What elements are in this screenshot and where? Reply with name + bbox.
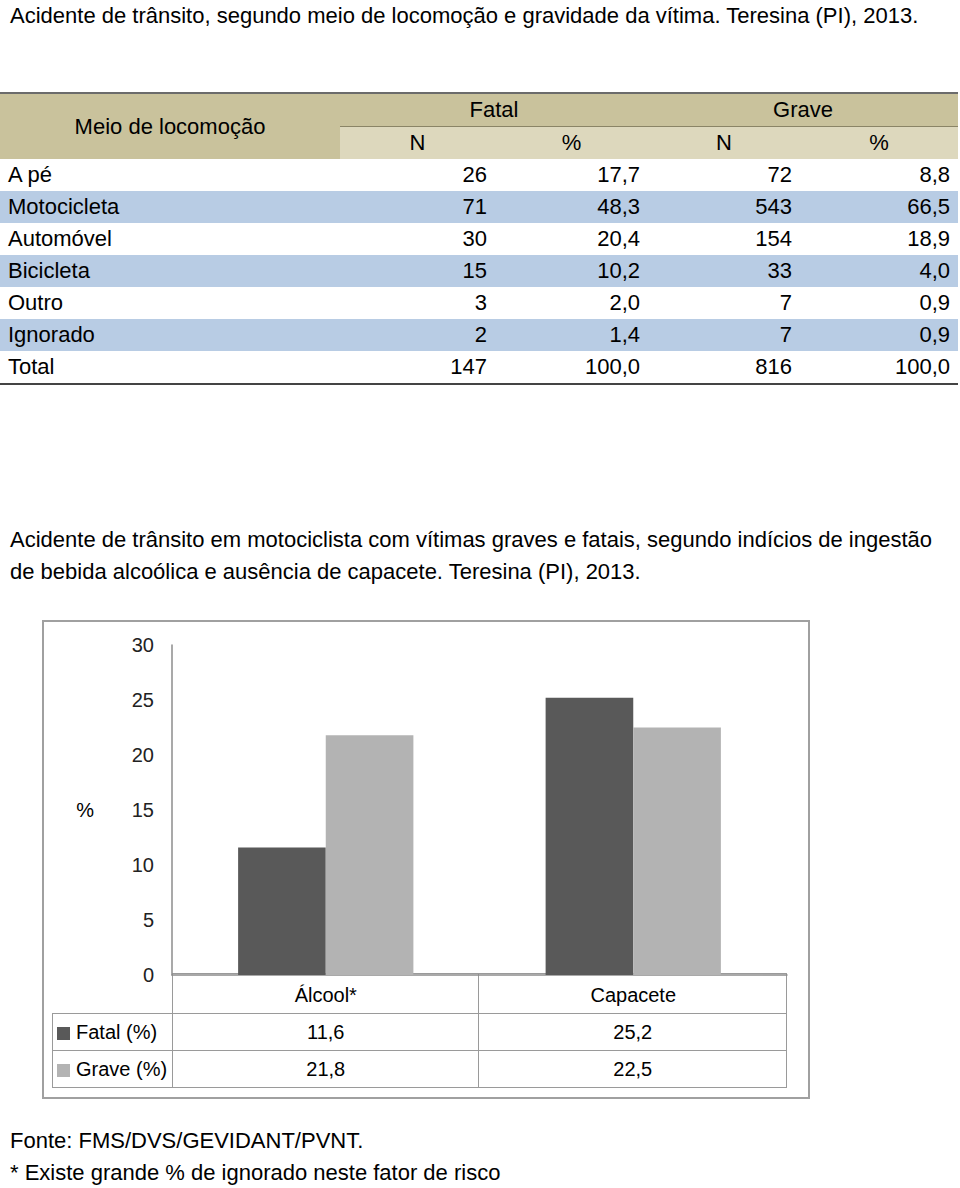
html-text:18,9: 18,9 (907, 226, 950, 251)
html-text:11,6: 11,6 (307, 1020, 345, 1043)
html-text:66,5: 66,5 (907, 194, 950, 219)
svg-text:25: 25 (132, 689, 154, 711)
svg-text:5: 5 (143, 909, 154, 931)
svg-text:%: % (76, 799, 94, 821)
html-text:0,9: 0,9 (919, 322, 950, 347)
html-text:7: 7 (779, 290, 792, 315)
html-text:Motocicleta: Motocicleta (8, 194, 120, 219)
html-text:17,7: 17,7 (597, 162, 640, 187)
html-text:72: 72 (767, 162, 792, 187)
svg-text:Capacete: Capacete (590, 984, 676, 1006)
html-text:543: 543 (755, 194, 792, 219)
svg-text:15: 15 (132, 799, 154, 821)
html-text:A pé: A pé (8, 162, 52, 187)
html-text:100,0: 100,0 (894, 354, 950, 379)
html-text:15: 15 (462, 258, 487, 283)
html-text:N: N (716, 130, 732, 155)
html-text:Total: Total (8, 354, 55, 379)
html-text:Acidente de trânsito em motoci: Acidente de trânsito em motociclista com… (10, 527, 932, 584)
html-text:Grave: Grave (773, 97, 833, 122)
html-text:100,0: 100,0 (584, 354, 640, 379)
svg-text:0: 0 (143, 964, 154, 986)
html-text:10,2: 10,2 (597, 258, 640, 283)
html-text:Meio de locomoção: Meio de locomoção (74, 113, 266, 139)
html-text:21,8: 21,8 (306, 1057, 346, 1080)
html-text:Fatal: Fatal (469, 97, 519, 122)
html-text:33: 33 (767, 258, 792, 283)
html-text:Ignorado: Ignorado (8, 322, 95, 347)
html-text:30: 30 (462, 226, 487, 251)
html-text:8,8: 8,8 (919, 162, 950, 187)
html-text:22,5: 22,5 (613, 1057, 653, 1080)
html-text:Automóvel: Automóvel (8, 226, 112, 251)
html-text:147: 147 (450, 354, 487, 379)
html-text:26: 26 (462, 162, 487, 187)
svg-text:30: 30 (132, 634, 154, 656)
html-text:Fonte: FMS/DVS/GEVIDANT/PVNT.: Fonte: FMS/DVS/GEVIDANT/PVNT. (10, 1128, 364, 1153)
html-text:7: 7 (779, 322, 792, 347)
html-text:* Existe grande % de ignorado: * Existe grande % de ignorado neste fato… (10, 1160, 501, 1185)
html-text:2,0: 2,0 (609, 290, 640, 315)
html-text:1,4: 1,4 (609, 322, 640, 347)
html-text:20,4: 20,4 (597, 226, 640, 251)
html-text:25,2: 25,2 (613, 1020, 653, 1043)
svg-text:Álcool*: Álcool* (295, 984, 357, 1006)
svg-text:10: 10 (132, 854, 154, 876)
html-text:Grave (%): Grave (%) (76, 1057, 168, 1080)
html-text:Bicicleta: Bicicleta (8, 258, 90, 283)
html-text:48,3: 48,3 (597, 194, 640, 219)
svg-text:20: 20 (132, 744, 154, 766)
html-text:Acidente de trânsito, segundo: Acidente de trânsito, segundo meio de lo… (10, 3, 919, 28)
html-text:0,9: 0,9 (919, 290, 950, 315)
html-text:3: 3 (474, 290, 487, 315)
html-text:154: 154 (755, 226, 792, 251)
html-text:71: 71 (462, 194, 487, 219)
html-text:N: N (409, 130, 426, 155)
html-text:2: 2 (474, 322, 487, 347)
html-text:4,0: 4,0 (919, 258, 950, 283)
html-text:816: 816 (755, 354, 792, 379)
html-text:Outro: Outro (8, 290, 63, 315)
html-text:Fatal (%): Fatal (%) (76, 1020, 158, 1043)
